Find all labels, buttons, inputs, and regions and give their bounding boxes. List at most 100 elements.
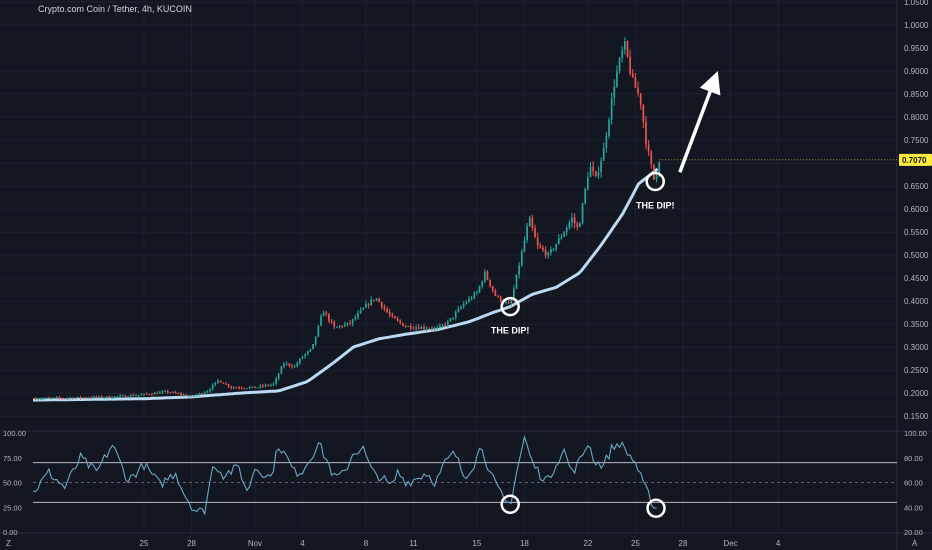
candle-body — [116, 396, 119, 398]
candle-body — [473, 293, 476, 299]
candle-body — [269, 384, 272, 386]
candle-body — [254, 386, 256, 389]
candle-body — [185, 394, 188, 397]
candle-body — [309, 349, 312, 352]
candle-body — [259, 385, 262, 388]
candle-body — [251, 386, 254, 388]
price-tick-label: 0.3500 — [904, 320, 929, 329]
candle-body — [568, 222, 571, 228]
candle-body — [211, 384, 214, 390]
price-tick-label: 0.9500 — [904, 44, 929, 53]
price-tick-label: 1.0500 — [904, 0, 929, 7]
candle-body — [153, 392, 156, 395]
last-price-label: 0.7070 — [902, 156, 927, 165]
candle-body — [386, 308, 388, 312]
candle-body — [637, 87, 639, 94]
candle-body — [375, 298, 378, 301]
candle-body — [626, 41, 629, 57]
candle-body — [428, 328, 431, 330]
candle-body — [217, 380, 219, 383]
candle-body — [623, 41, 626, 50]
candle-body — [576, 223, 579, 228]
candle-body — [145, 393, 148, 395]
rsi-left-tick-label: 50.00 — [3, 479, 22, 488]
x-tick-label: 28 — [679, 539, 688, 548]
candle-body — [314, 336, 317, 345]
rsi-right-tick-label: 60.00 — [904, 479, 923, 488]
candle-body — [494, 290, 497, 296]
candle-body — [87, 397, 90, 399]
candle-body — [203, 392, 206, 394]
candle-body — [380, 302, 383, 308]
candle-body — [58, 397, 61, 399]
candle-body — [225, 383, 227, 385]
x-tick-label: 28 — [187, 539, 196, 548]
candle-body — [634, 77, 637, 88]
x-tick-label: 4 — [776, 539, 781, 548]
candle-body — [394, 316, 396, 319]
candle-body — [653, 164, 655, 180]
price-tick-label: 0.7500 — [904, 136, 929, 145]
candle-body — [513, 288, 515, 301]
dip-label: THE DIP! — [636, 200, 675, 210]
candle-body — [526, 226, 528, 241]
candle-body — [417, 327, 420, 329]
candle-body — [137, 394, 140, 396]
candle-body — [103, 397, 106, 399]
dip-circle — [500, 296, 520, 317]
candle-body — [164, 391, 166, 393]
candle-body — [124, 395, 127, 397]
candle-body — [378, 298, 380, 303]
candle-body — [299, 358, 301, 364]
candle-body — [388, 311, 391, 315]
candle-body — [288, 363, 291, 366]
candle-body — [465, 302, 468, 304]
x-tick-label: 22 — [583, 539, 592, 548]
price-tick-label: 0.8500 — [904, 90, 929, 99]
candle-body — [34, 398, 37, 400]
candle-body — [470, 298, 473, 300]
candle-body — [66, 398, 69, 400]
candle-body — [589, 166, 592, 178]
candle-body — [431, 328, 433, 330]
candle-body — [114, 396, 116, 398]
candle-body — [95, 396, 98, 398]
candle-body — [243, 388, 246, 390]
candle-body — [158, 392, 161, 394]
candle-body — [547, 252, 550, 256]
candle-body — [304, 354, 307, 357]
candle-body — [283, 363, 285, 367]
candle-body — [365, 303, 367, 308]
x-tick-label: 25 — [631, 539, 640, 548]
candle-body — [156, 392, 159, 394]
candle-body — [82, 397, 85, 399]
candle-body — [272, 383, 275, 385]
candle-body — [177, 393, 180, 395]
candle-body — [341, 325, 343, 327]
candle-body — [645, 122, 647, 145]
price-tick-label: 0.5000 — [904, 251, 929, 260]
candle-body — [214, 382, 217, 385]
candle-body — [132, 395, 135, 397]
candle-body — [77, 396, 79, 398]
trend-arrow-head — [699, 71, 721, 96]
candle-body — [454, 312, 457, 318]
candle-body — [140, 394, 143, 396]
rsi-right-tick-label: 80.00 — [904, 454, 923, 463]
candle-body — [415, 327, 417, 329]
candle-body — [71, 397, 74, 399]
candle-body — [248, 387, 251, 389]
candle-body — [518, 265, 521, 275]
candle-body — [573, 217, 576, 224]
candle-body — [499, 296, 502, 302]
candle-body — [37, 399, 40, 401]
candle-body — [491, 286, 494, 291]
candle-body — [195, 394, 198, 396]
candle-body — [172, 392, 174, 394]
rsi-line — [32, 434, 657, 516]
timezone-marker: Z — [6, 539, 11, 548]
price-tick-label: 0.4000 — [904, 297, 929, 306]
candle-body — [515, 274, 518, 289]
candle-body — [486, 271, 489, 280]
